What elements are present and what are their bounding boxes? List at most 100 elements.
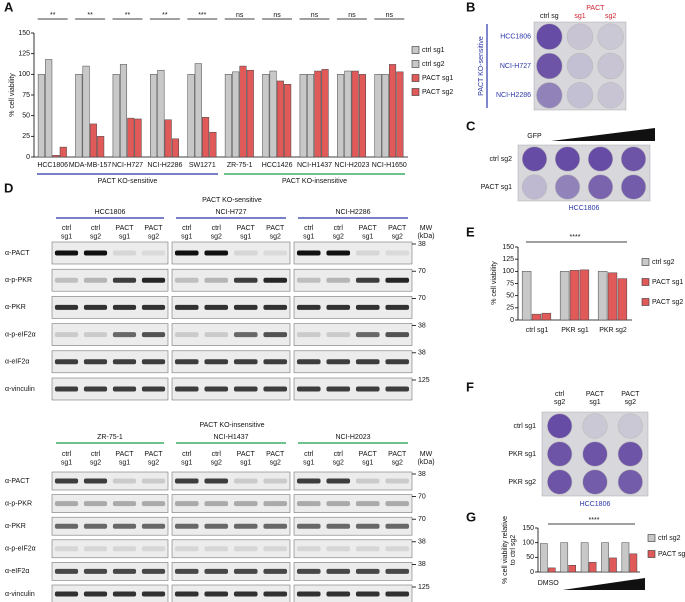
well [620, 146, 647, 172]
band [263, 250, 288, 256]
bar [351, 70, 359, 158]
well [521, 146, 548, 172]
mw-label: 70 [418, 295, 426, 302]
blot [171, 494, 291, 513]
lane-label: PACT [144, 451, 163, 458]
lane-label: sg1 [303, 233, 314, 240]
panel-label: A [4, 0, 14, 14]
blot [293, 296, 413, 319]
panel-label: C [466, 118, 476, 133]
x-tick-label: HCC1806 [37, 162, 68, 169]
legend-label: PACT sg1 [658, 551, 685, 558]
band [233, 304, 258, 310]
band [54, 501, 79, 507]
blot [171, 584, 291, 602]
bar [306, 74, 315, 158]
band [326, 501, 351, 507]
bar [559, 271, 570, 321]
bar [37, 74, 45, 158]
band [296, 591, 321, 597]
lane-label: PACT [237, 451, 256, 458]
band [141, 546, 166, 552]
well [587, 174, 614, 200]
cell-line: HCC1806 [580, 501, 611, 508]
side-label: PACT KO-sensitive [478, 36, 485, 96]
legend-label: PACT sg2 [422, 89, 453, 96]
mw-label: 38 [418, 471, 426, 478]
gradient-triangle [551, 128, 655, 141]
band [83, 250, 108, 256]
lane-label: sg1 [61, 459, 72, 466]
band [233, 478, 258, 484]
band [54, 591, 79, 597]
y-axis-title: % cell viability [9, 73, 16, 117]
blot [293, 241, 413, 265]
panel-label: G [466, 509, 476, 524]
blot [51, 323, 169, 346]
band [112, 250, 137, 256]
well [620, 174, 647, 200]
column-label: ctrl sg [540, 13, 559, 20]
lane-label: sg1 [181, 233, 192, 240]
band [83, 359, 108, 365]
bar [89, 123, 97, 158]
antibody-label: α-PKR [5, 304, 26, 311]
x-tick-label: PKR sg2 [599, 327, 627, 334]
x-tick-label: NCI-H1437 [297, 162, 332, 169]
band [83, 591, 108, 597]
lane-label: ctrl [62, 225, 72, 232]
bar [601, 542, 609, 573]
band [296, 478, 321, 484]
band [141, 250, 166, 256]
band [204, 523, 229, 529]
y-tick-label: 0 [530, 569, 534, 576]
x-tick-label: DMSO [538, 580, 560, 587]
band [263, 332, 288, 338]
lane-label: sg1 [303, 459, 314, 466]
cell-line: NCI-H2286 [335, 209, 370, 216]
gradient-triangle [562, 578, 645, 590]
blot [171, 268, 291, 292]
cell-line: HCC1806 [569, 205, 600, 212]
band [326, 523, 351, 529]
column-label: sg2 [625, 399, 636, 406]
lane-label: PACT [388, 451, 407, 458]
band [141, 478, 166, 484]
y-tick-label: 0 [26, 154, 30, 161]
significance: ns [386, 12, 394, 19]
band [326, 304, 351, 310]
blot [171, 562, 291, 581]
group-label: PACT KO-sensitive [98, 178, 158, 185]
bar [246, 69, 254, 158]
lane-label: sg1 [362, 233, 373, 240]
band [385, 304, 410, 310]
band [204, 277, 229, 283]
y-tick-label: 150 [502, 244, 514, 251]
band [112, 568, 137, 574]
well [597, 23, 624, 50]
blot [171, 516, 291, 536]
mw-header: MW [420, 225, 433, 232]
column-label: PACT [621, 391, 640, 398]
blot [171, 471, 291, 491]
band [233, 568, 258, 574]
significance: ns [311, 12, 319, 19]
band [174, 332, 199, 338]
bar [119, 64, 128, 158]
band [385, 478, 410, 484]
bar [59, 146, 67, 158]
antibody-label: α-vinculin [5, 386, 35, 393]
well [554, 146, 581, 172]
mw-header: (kDa) [417, 459, 434, 466]
lane-label: sg2 [392, 459, 403, 466]
y-tick-label: 100 [502, 268, 514, 275]
lane-label: ctrl [182, 451, 192, 458]
bar [358, 74, 367, 158]
blot [51, 539, 169, 559]
cell-line: ZR-75-1 [97, 434, 123, 441]
bar [269, 70, 277, 158]
lane-label: PACT [115, 225, 134, 232]
mw-label: 125 [418, 584, 430, 591]
band [385, 277, 410, 283]
